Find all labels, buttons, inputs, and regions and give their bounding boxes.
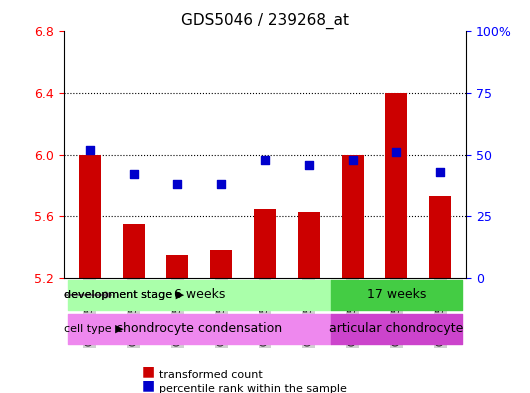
Text: development stage ▶: development stage ▶ xyxy=(64,290,184,300)
Text: 6 weeks: 6 weeks xyxy=(174,288,225,301)
Text: transformed count: transformed count xyxy=(159,370,263,380)
Bar xyxy=(298,212,320,278)
Point xyxy=(305,162,313,168)
Text: ■: ■ xyxy=(142,364,155,378)
Text: ■: ■ xyxy=(142,378,155,392)
Bar xyxy=(342,155,364,278)
Text: 17 weeks: 17 weeks xyxy=(367,288,426,301)
Point xyxy=(129,171,138,178)
Text: percentile rank within the sample: percentile rank within the sample xyxy=(159,384,347,393)
Text: cell type ▶: cell type ▶ xyxy=(64,324,123,334)
Point xyxy=(436,169,444,175)
Point xyxy=(86,147,94,153)
Bar xyxy=(123,224,145,278)
Point xyxy=(261,156,269,163)
Bar xyxy=(429,196,451,278)
Bar xyxy=(79,155,101,278)
Bar xyxy=(166,255,188,278)
Text: development stage: development stage xyxy=(64,290,172,300)
Point xyxy=(392,149,401,155)
Point xyxy=(217,181,225,187)
Bar xyxy=(210,250,232,278)
Title: GDS5046 / 239268_at: GDS5046 / 239268_at xyxy=(181,13,349,29)
Text: chondrocyte condensation: chondrocyte condensation xyxy=(116,322,282,335)
Point xyxy=(348,156,357,163)
Text: articular chondrocyte: articular chondrocyte xyxy=(329,322,464,335)
Bar xyxy=(385,93,407,278)
Point xyxy=(173,181,182,187)
Bar xyxy=(254,209,276,278)
